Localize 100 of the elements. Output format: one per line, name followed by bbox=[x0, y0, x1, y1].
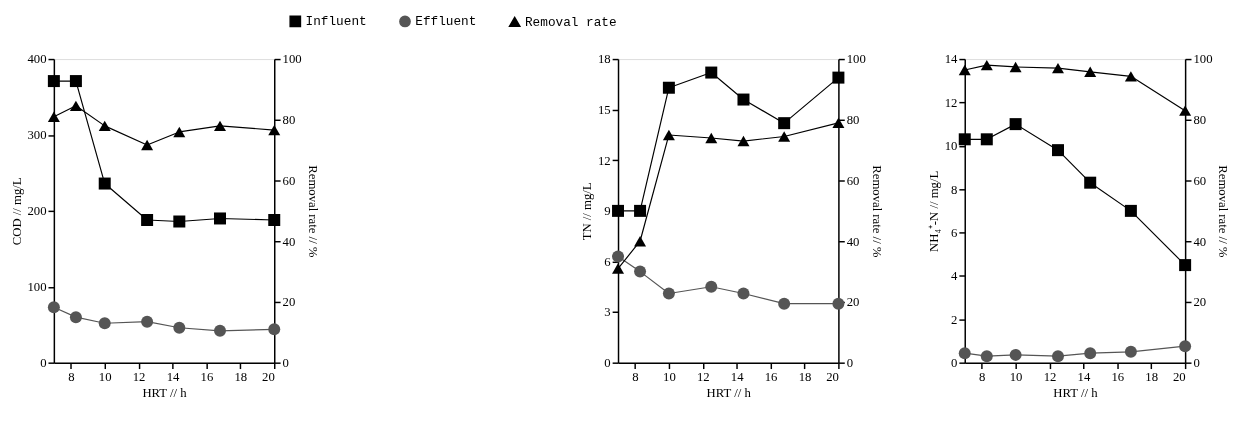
point bbox=[958, 133, 971, 146]
point bbox=[69, 311, 82, 324]
point bbox=[832, 297, 845, 310]
y2-tick-label: 80 bbox=[282, 113, 296, 128]
x-axis-title: HRT // h bbox=[1053, 386, 1099, 401]
x-tick-label: 12 bbox=[132, 369, 146, 384]
x-tick-label: 18 bbox=[234, 369, 248, 384]
y2-axis-title: Removal rate // % bbox=[1216, 165, 1231, 258]
point bbox=[1009, 118, 1022, 131]
y-tick-label: 14 bbox=[944, 52, 959, 67]
point bbox=[958, 64, 971, 76]
y2-tick-label: 80 bbox=[1193, 113, 1207, 128]
y2-axis-title: Removal rate // % bbox=[305, 165, 320, 258]
point bbox=[1009, 61, 1022, 73]
point bbox=[47, 75, 60, 88]
point bbox=[705, 132, 718, 144]
point bbox=[1179, 259, 1192, 272]
y2-tick-label: 60 bbox=[846, 173, 860, 188]
point bbox=[214, 120, 226, 132]
y2-axis-title: Removal rate // % bbox=[869, 165, 884, 258]
point bbox=[958, 347, 971, 360]
point bbox=[173, 321, 186, 334]
point bbox=[778, 297, 791, 310]
x-tick-label: 14 bbox=[166, 369, 181, 384]
point bbox=[173, 126, 186, 138]
y-tick-label: 400 bbox=[27, 52, 47, 67]
y-tick-label: 0 bbox=[951, 356, 958, 371]
point bbox=[141, 315, 154, 328]
y2-tick-label: 60 bbox=[1193, 173, 1207, 188]
x-tick-label: 8 bbox=[979, 369, 986, 384]
y-tick-label: 0 bbox=[40, 356, 47, 371]
point bbox=[1084, 66, 1097, 78]
point bbox=[69, 100, 82, 112]
legend-label: Removal rate bbox=[524, 14, 617, 30]
y-tick-label: 100 bbox=[27, 280, 47, 295]
point bbox=[141, 139, 154, 151]
x-tick-label: 8 bbox=[68, 369, 75, 384]
point bbox=[268, 213, 281, 226]
y-tick-label: 12 bbox=[944, 95, 958, 110]
point bbox=[268, 323, 281, 336]
x-tick-label: 16 bbox=[200, 369, 214, 384]
y-tick-label: 15 bbox=[597, 103, 611, 118]
point bbox=[173, 215, 186, 228]
y-tick-label: 10 bbox=[944, 139, 958, 154]
point bbox=[1051, 144, 1064, 157]
point bbox=[98, 317, 111, 330]
y-tick-label: 18 bbox=[597, 52, 611, 67]
point bbox=[1051, 62, 1064, 74]
point bbox=[268, 124, 281, 136]
point bbox=[778, 131, 791, 142]
x-tick-label: 16 bbox=[1111, 369, 1125, 384]
point bbox=[612, 263, 625, 274]
y-axis-title: NH₄⁺-N // mg/L bbox=[926, 170, 941, 252]
point bbox=[1084, 347, 1097, 360]
point bbox=[69, 75, 82, 88]
y-tick-label: 200 bbox=[27, 204, 47, 219]
x-tick-label: 16 bbox=[764, 369, 778, 384]
y2-tick-label: 20 bbox=[846, 295, 860, 310]
point bbox=[1124, 71, 1137, 82]
point bbox=[662, 129, 675, 141]
x-tick-label: 18 bbox=[1145, 369, 1159, 384]
y-tick-label: 8 bbox=[951, 182, 958, 197]
y-tick-label: 9 bbox=[604, 204, 611, 219]
point bbox=[737, 135, 750, 147]
point bbox=[1179, 105, 1192, 116]
y-tick-label: 4 bbox=[951, 269, 959, 284]
y-tick-label: 0 bbox=[604, 356, 611, 371]
point bbox=[980, 59, 993, 71]
point bbox=[1051, 350, 1064, 363]
point bbox=[1124, 204, 1137, 217]
y-tick-label: 2 bbox=[951, 312, 958, 327]
point bbox=[980, 350, 993, 363]
x-tick-label: 10 bbox=[663, 369, 676, 384]
y2-tick-label: 20 bbox=[282, 295, 296, 310]
point bbox=[612, 204, 625, 217]
x-tick-label: 20 bbox=[262, 369, 275, 384]
y2-tick-label: 20 bbox=[1193, 295, 1207, 310]
y2-tick-label: 100 bbox=[1193, 52, 1213, 67]
y-axis-title: COD // mg/L bbox=[9, 177, 24, 246]
y-tick-label: 6 bbox=[604, 254, 611, 269]
y2-tick-label: 40 bbox=[1193, 234, 1207, 249]
y-tick-label: 3 bbox=[604, 305, 611, 320]
y2-tick-label: 0 bbox=[282, 356, 289, 371]
point bbox=[705, 280, 718, 293]
y2-tick-label: 80 bbox=[846, 113, 860, 128]
y2-tick-label: 40 bbox=[282, 234, 296, 249]
point bbox=[778, 117, 791, 130]
point bbox=[47, 111, 60, 122]
x-tick-label: 20 bbox=[1172, 369, 1186, 384]
point bbox=[214, 212, 226, 225]
y2-tick-label: 100 bbox=[846, 52, 866, 67]
point bbox=[634, 204, 647, 217]
point bbox=[662, 287, 675, 300]
x-tick-label: 14 bbox=[1077, 369, 1091, 384]
y-tick-label: 6 bbox=[951, 225, 958, 240]
y2-tick-label: 60 bbox=[282, 173, 296, 188]
y-axis-title: TN // mg/L bbox=[580, 182, 595, 241]
x-axis-title: HRT // h bbox=[142, 386, 188, 401]
point bbox=[980, 133, 993, 146]
x-tick-label: 20 bbox=[826, 369, 839, 384]
